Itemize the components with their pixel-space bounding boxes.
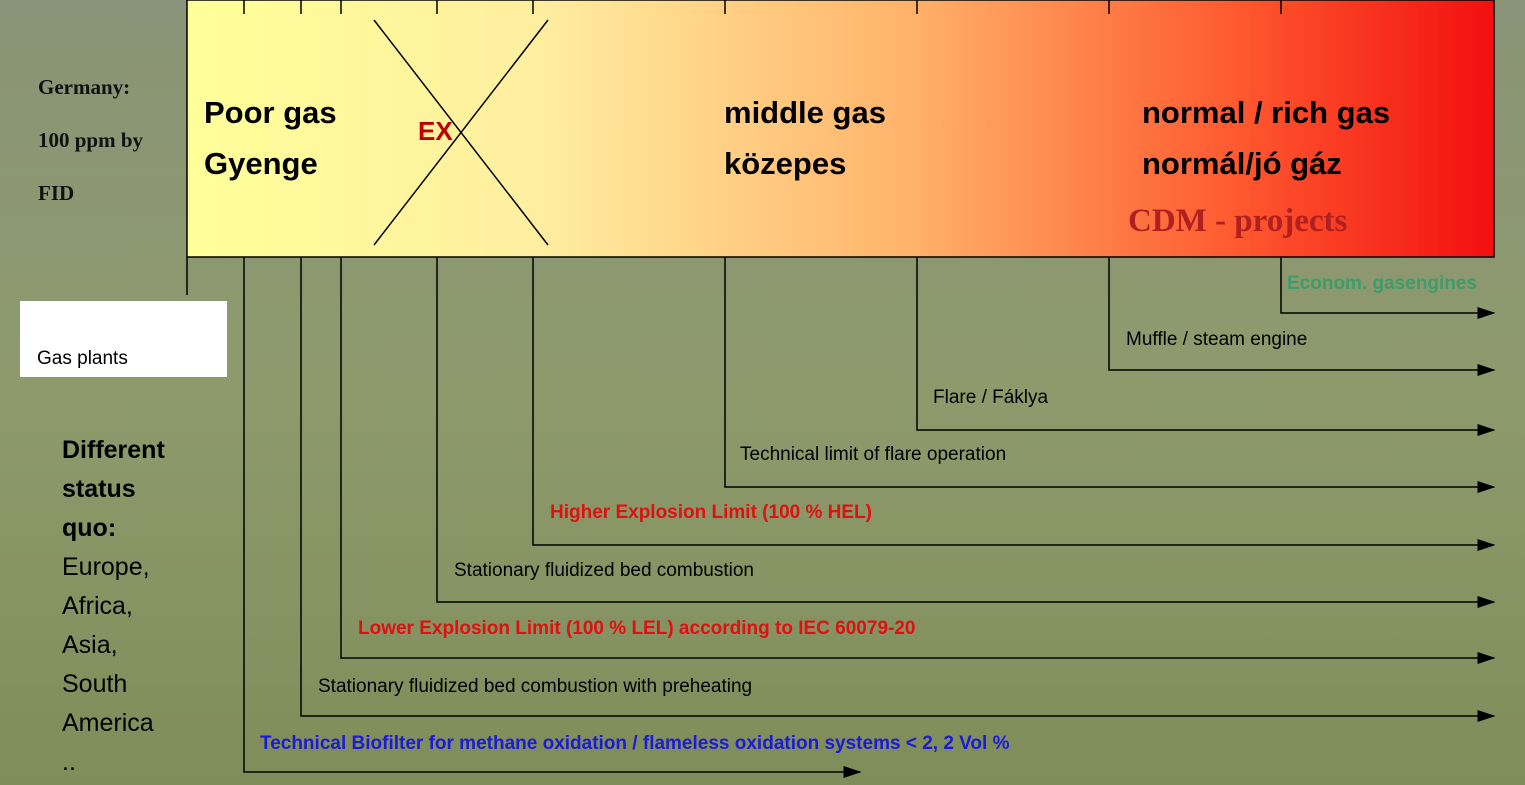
slide: Poor gas Gyenge middle gas közepes norma…: [0, 0, 1525, 785]
label: status: [62, 475, 136, 503]
label: Econom. gasengines: [1287, 273, 1477, 294]
label: ..: [62, 748, 76, 776]
label: normál/jó gáz: [1142, 146, 1342, 181]
label: közepes: [724, 146, 846, 181]
label: Lower Explosion Limit (100 % LEL) accord…: [358, 618, 915, 639]
label: Stationary fluidized bed combustion with…: [318, 676, 752, 697]
label: Different: [62, 436, 165, 464]
label: Germany:: [38, 75, 130, 99]
label: FID: [38, 181, 74, 205]
label: Technical limit of flare operation: [740, 444, 1006, 465]
label: Gas plants: [37, 348, 128, 369]
label: CDM - projects: [1128, 203, 1347, 239]
label: South: [62, 670, 127, 698]
label: Stationary fluidized bed combustion: [454, 560, 754, 581]
label: Muffle / steam engine: [1126, 329, 1307, 350]
label: EX: [418, 116, 453, 146]
label: Africa,: [62, 592, 133, 620]
label: middle gas: [724, 95, 886, 130]
label: 100 ppm by: [38, 128, 144, 152]
label: Higher Explosion Limit (100 % HEL): [550, 502, 872, 523]
label: Asia,: [62, 631, 118, 659]
label: Gyenge: [204, 146, 318, 181]
label: Flare / Fáklya: [933, 387, 1049, 408]
label: Technical Biofilter for methane oxidatio…: [260, 733, 1010, 754]
label: normal / rich gas: [1142, 95, 1390, 130]
label: Europe,: [62, 553, 150, 581]
label: quo:: [62, 514, 116, 542]
label: Poor gas: [204, 95, 337, 130]
label: America: [62, 709, 154, 737]
